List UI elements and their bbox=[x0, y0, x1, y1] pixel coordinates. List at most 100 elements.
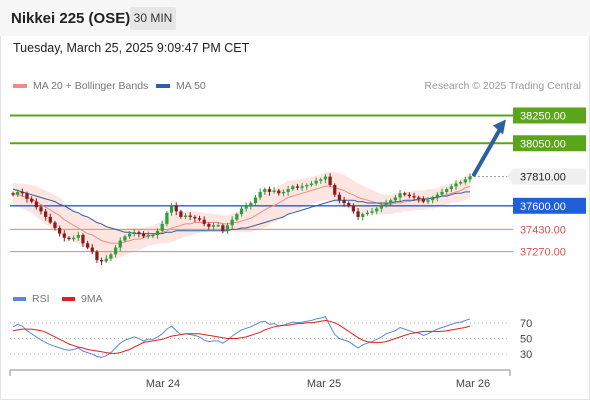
candle-body bbox=[272, 190, 276, 192]
candle-body bbox=[393, 197, 398, 201]
projection-arrow-shaft bbox=[472, 125, 503, 177]
candle-body bbox=[127, 233, 132, 237]
candle-body bbox=[113, 247, 118, 255]
candle-body bbox=[277, 190, 281, 194]
candle-body bbox=[225, 225, 230, 231]
candle-body bbox=[384, 203, 388, 206]
pivot-level-label: 37600.00 bbox=[520, 201, 566, 213]
candle-body bbox=[85, 243, 90, 248]
candle-body bbox=[179, 211, 183, 217]
instrument-title: Nikkei 225 (OSE) bbox=[11, 10, 131, 27]
rsi-tick-label: 50 bbox=[520, 334, 532, 346]
candle-body bbox=[319, 179, 323, 181]
candle-body bbox=[412, 196, 416, 198]
candle-body bbox=[165, 212, 169, 224]
candle-body bbox=[365, 212, 370, 215]
candle-body bbox=[314, 180, 318, 184]
target-level-label: 38050.00 bbox=[520, 138, 566, 150]
time-tick-label: Mar 25 bbox=[307, 378, 341, 390]
rsi-ma-legend-label: 9MA bbox=[81, 293, 103, 305]
candle-body bbox=[76, 234, 80, 238]
candle-body bbox=[463, 179, 467, 183]
rsi-ma-swatch bbox=[62, 297, 75, 301]
legend-rsi-ma: 9MA bbox=[62, 293, 103, 305]
candle-body bbox=[90, 247, 94, 252]
candle-body bbox=[183, 215, 188, 217]
candle-body bbox=[454, 183, 458, 187]
candle-body bbox=[71, 237, 76, 240]
support-level-label: 37430.00 bbox=[520, 224, 566, 236]
last-price-label: 37810.00 bbox=[520, 172, 566, 184]
candle-body bbox=[356, 211, 360, 217]
candle-body bbox=[211, 225, 216, 227]
candle-body bbox=[123, 236, 127, 241]
candle-body bbox=[235, 214, 239, 220]
candle-body bbox=[62, 233, 66, 238]
candle-body bbox=[95, 251, 99, 261]
candle-body bbox=[216, 225, 220, 227]
candle-body bbox=[361, 214, 365, 217]
candle-body bbox=[169, 205, 174, 213]
timeframe-button[interactable]: 30 MIN bbox=[130, 7, 176, 30]
candle-body bbox=[389, 200, 393, 204]
candle-body bbox=[30, 198, 34, 202]
candle-body bbox=[151, 234, 155, 237]
candle-body bbox=[370, 211, 374, 213]
candle-body bbox=[44, 211, 48, 217]
candle-body bbox=[417, 197, 421, 199]
candle-body bbox=[141, 233, 146, 237]
candle-body bbox=[58, 228, 62, 234]
candle-body bbox=[309, 183, 314, 185]
rsi-line bbox=[12, 315, 471, 358]
candle-body bbox=[188, 215, 192, 217]
candle-body bbox=[39, 207, 43, 212]
candle-body bbox=[403, 193, 407, 195]
candle-body bbox=[104, 258, 108, 262]
target-level-tag bbox=[513, 107, 586, 124]
rsi-ma-line bbox=[12, 319, 471, 354]
candle-body bbox=[300, 186, 304, 188]
candle-body bbox=[67, 237, 71, 240]
candle-body bbox=[230, 219, 234, 226]
candle-body bbox=[197, 218, 202, 220]
candle-body bbox=[239, 208, 244, 215]
ma20-line bbox=[12, 185, 471, 244]
candle-body bbox=[286, 189, 290, 192]
candle-body bbox=[291, 186, 295, 190]
legend-rsi: RSI bbox=[13, 293, 50, 305]
candle-body bbox=[16, 191, 20, 195]
ma50-swatch bbox=[156, 84, 170, 88]
candle-body bbox=[421, 198, 425, 202]
candle-body bbox=[407, 194, 412, 197]
timestamp: Tuesday, March 25, 2025 9:09:47 PM CET bbox=[13, 41, 250, 55]
candle-body bbox=[53, 222, 57, 229]
candle-body bbox=[295, 186, 300, 188]
candle-body bbox=[459, 182, 463, 184]
candle-body bbox=[379, 205, 384, 209]
candle-body bbox=[253, 197, 258, 204]
candle-body bbox=[160, 223, 164, 231]
time-tick-label: Mar 26 bbox=[456, 378, 490, 390]
candle-body bbox=[207, 223, 211, 227]
candle-body bbox=[333, 184, 337, 195]
projection-arrow-head bbox=[493, 119, 506, 135]
candle-body bbox=[25, 193, 29, 199]
candle-body bbox=[221, 225, 225, 231]
candle-body bbox=[435, 194, 439, 198]
candle-body bbox=[202, 219, 206, 224]
candle-body bbox=[445, 189, 449, 192]
candle-body bbox=[132, 232, 136, 234]
candle-body bbox=[244, 205, 248, 209]
candle-body bbox=[258, 191, 262, 198]
candle-body bbox=[109, 254, 113, 259]
candle-body bbox=[431, 197, 435, 201]
candle-body bbox=[328, 176, 332, 185]
candle-body bbox=[449, 186, 453, 190]
candle-body bbox=[468, 176, 472, 180]
candle-body bbox=[146, 234, 150, 237]
ma20-swatch bbox=[13, 84, 27, 88]
target-level-tag bbox=[513, 135, 586, 152]
rsi-tick-label: 30 bbox=[520, 349, 532, 361]
candle-body bbox=[263, 189, 267, 192]
candle-body bbox=[193, 216, 197, 219]
